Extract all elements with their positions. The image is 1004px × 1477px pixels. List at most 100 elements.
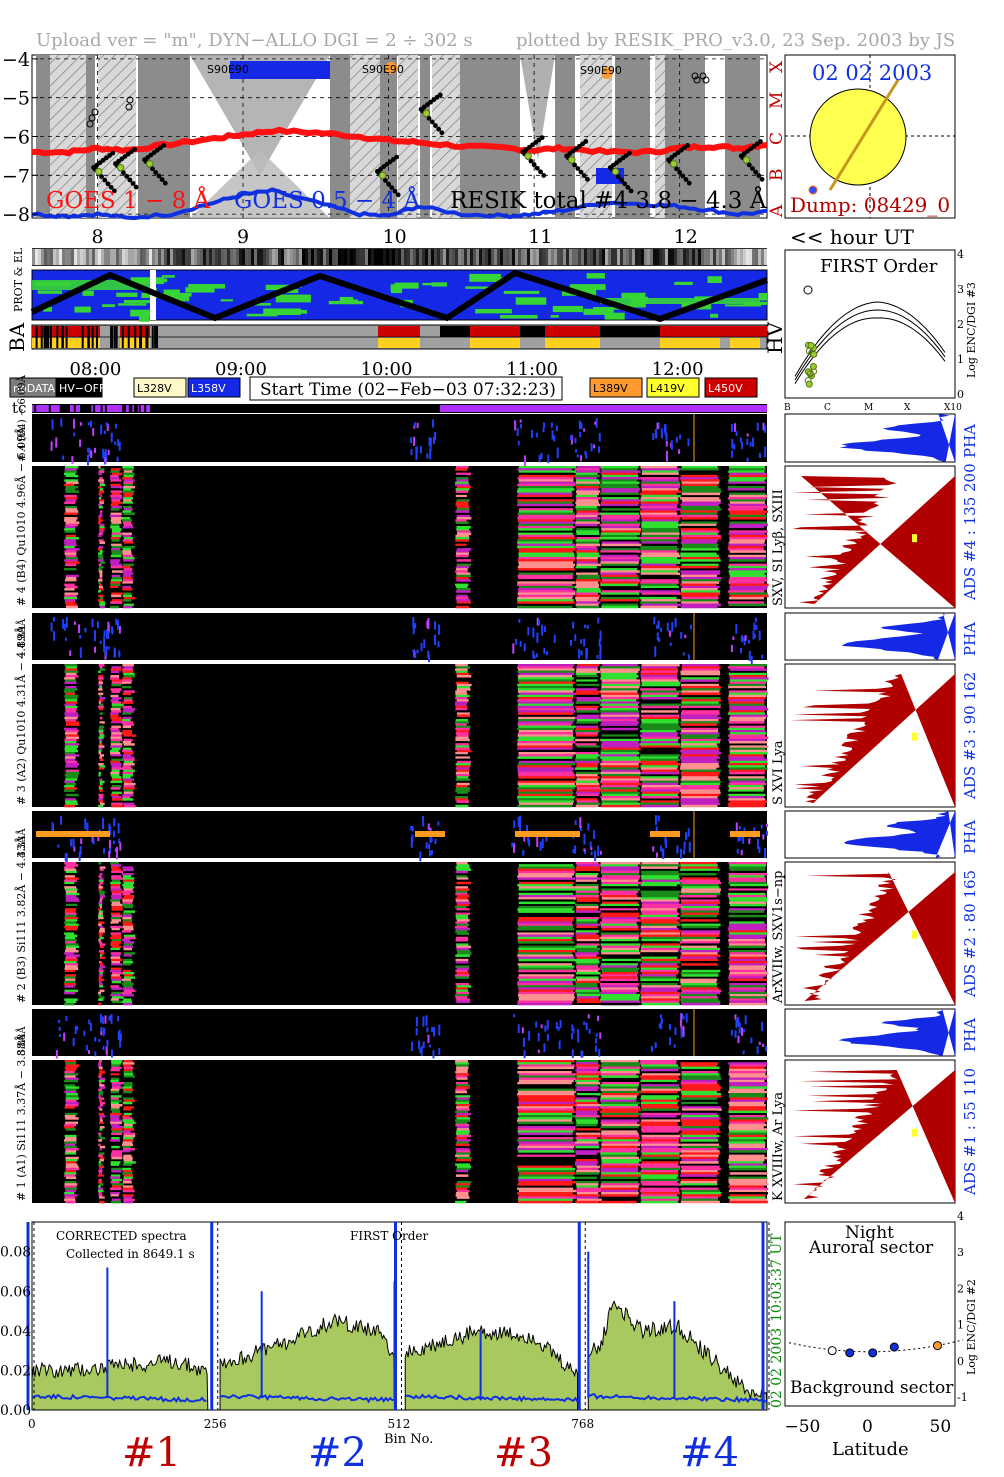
background-label: Background sector (790, 1378, 954, 1398)
pha-pixel (665, 440, 668, 447)
spectro-row (65, 576, 77, 580)
spectro-row (576, 1183, 599, 1186)
spectro-row (455, 1115, 469, 1118)
spectro-row (729, 703, 765, 707)
spectro-row (641, 912, 680, 916)
el-bar (434, 249, 437, 265)
spectro-row (456, 725, 471, 729)
spectro-row (680, 532, 718, 536)
spectro-row (65, 941, 76, 944)
spectro-row (98, 1187, 103, 1191)
spectro-row (123, 479, 135, 482)
spectro-row (600, 1185, 639, 1188)
spectro-row (123, 675, 136, 678)
pha-pixel (660, 627, 663, 632)
spectro-row (601, 879, 639, 883)
spectro-row (123, 752, 134, 755)
spectro-row (64, 1126, 75, 1129)
spectro-row (122, 983, 134, 986)
fo-ytick-3: 1 (957, 353, 964, 366)
spectro-row (99, 1123, 104, 1127)
spectro-row (455, 1086, 470, 1089)
spectro-row (681, 877, 718, 880)
pha-pixel (117, 828, 120, 834)
spectro-row (641, 481, 681, 485)
spectro-row (640, 974, 677, 977)
spectro-row (122, 692, 132, 696)
spectro-row (576, 864, 602, 867)
pha-pixel (599, 1032, 602, 1039)
spectro-row (455, 771, 470, 775)
pha-pixel (429, 834, 432, 844)
pha-pixel (87, 1050, 90, 1054)
spectro-row (98, 479, 105, 482)
spectro-row (64, 780, 75, 784)
spectro-row (64, 552, 77, 556)
spectro-row (641, 1112, 681, 1116)
spectro-row (576, 1077, 601, 1081)
pha-pixel (65, 1015, 68, 1021)
resik-point (581, 173, 587, 179)
spectro-row (575, 921, 598, 924)
pha-pixel (584, 849, 587, 854)
pha-pixel (578, 420, 581, 429)
spectro-row (576, 719, 602, 722)
spectro-row (64, 991, 76, 995)
pha-pixel (85, 1045, 88, 1051)
spectro-row (455, 888, 470, 891)
spectro-row (111, 991, 123, 995)
resik-point (386, 181, 391, 187)
pha-pixel (597, 446, 600, 453)
spectro-row (640, 983, 678, 986)
el-bar (227, 249, 230, 265)
spectro-row (99, 741, 102, 744)
spectro-row (600, 921, 637, 924)
spectro-row (111, 579, 123, 582)
pha-pixel (668, 1024, 671, 1030)
spectro-row (640, 950, 679, 953)
spectro-row (111, 497, 123, 500)
spectro-row (600, 570, 640, 573)
spectro-row (681, 499, 721, 502)
spectro-row (518, 899, 574, 902)
spectro-row (641, 987, 680, 990)
spectro-row (122, 892, 131, 896)
first-order-point (809, 362, 817, 370)
spectro-row (681, 1101, 718, 1105)
spectro-row (456, 517, 472, 520)
spectro-row (601, 508, 641, 511)
spectro-row (123, 780, 132, 784)
spectro-row (123, 545, 136, 549)
spectro-row (576, 528, 599, 531)
spectro-row (601, 565, 640, 569)
ads-histogram-0 (790, 476, 955, 608)
spectro-row (600, 978, 639, 982)
spectro-row (518, 870, 576, 874)
spectro-row (111, 505, 122, 509)
prot-green (281, 309, 308, 314)
spectro-row (111, 972, 123, 975)
spectro-row (575, 1141, 599, 1144)
spectro-row (600, 523, 640, 527)
pha-pixel (438, 1024, 441, 1031)
spectro-row (65, 719, 76, 722)
spectro-row (641, 588, 682, 591)
spectro-row (98, 470, 105, 473)
spectro-row (681, 559, 721, 562)
spectro-row (110, 881, 121, 885)
pha-hot-band (415, 831, 445, 837)
spectro-row (681, 492, 721, 496)
spectro-row (455, 930, 468, 933)
pha-pixel (532, 650, 535, 659)
pha-pixel (599, 850, 602, 855)
spectro-row (110, 712, 119, 715)
spectro-row (111, 804, 123, 808)
spectro-row (64, 1066, 78, 1070)
spectro-row (640, 886, 677, 889)
spectro-row (576, 877, 601, 880)
spectro-row (641, 494, 681, 498)
spectro-row (601, 474, 639, 478)
spectro-row (98, 1090, 104, 1094)
el-bar (467, 249, 470, 265)
spectro-row (728, 701, 765, 704)
